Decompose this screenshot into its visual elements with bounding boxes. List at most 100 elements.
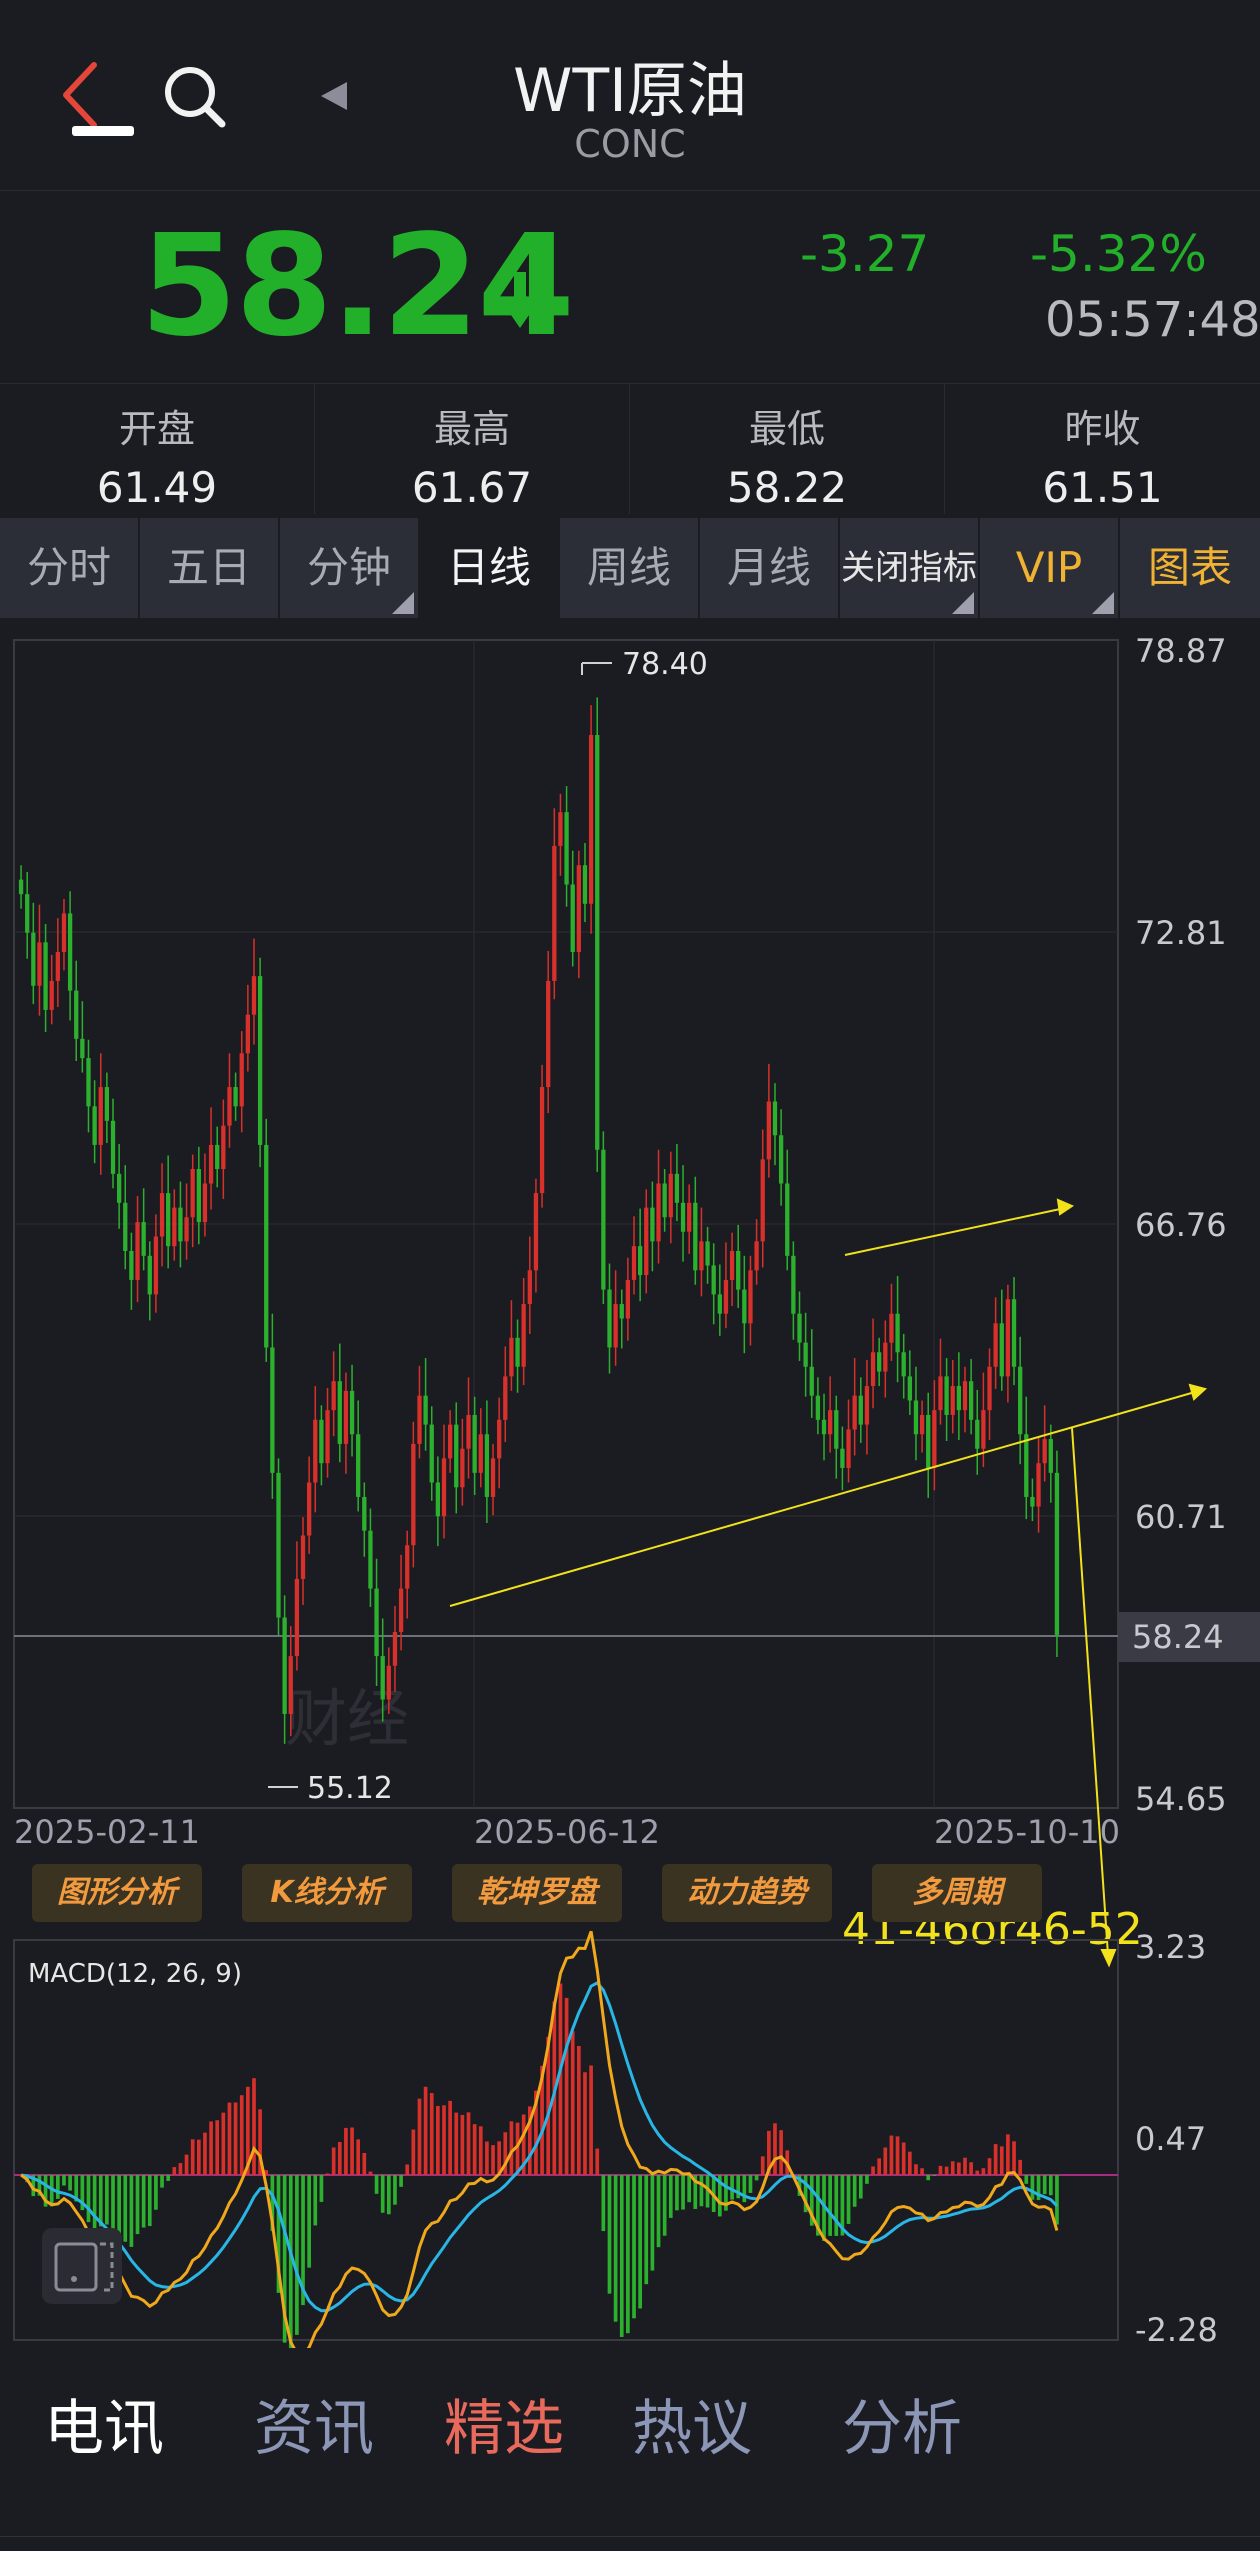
multi-period-button[interactable]: 多周期	[872, 1864, 1042, 1922]
macd-bar	[993, 2144, 998, 2175]
macd-bar	[270, 2175, 275, 2232]
macd-bar	[123, 2175, 128, 2242]
tab-timeshare[interactable]: 分时	[0, 518, 140, 618]
candle-body	[503, 1376, 508, 1420]
macd-bar	[724, 2175, 728, 2211]
nav-flash-news[interactable]: 电讯	[44, 2394, 164, 2464]
macd-bar	[963, 2157, 967, 2175]
candle-body	[1048, 1439, 1053, 1473]
macd-bar	[454, 2112, 459, 2175]
macd-bar	[86, 2175, 91, 2223]
candle-body	[435, 1482, 441, 1517]
macd-bar	[926, 2175, 931, 2181]
candle-body	[74, 990, 79, 1039]
tab-vip[interactable]: VIP	[980, 518, 1120, 618]
candle-body	[588, 735, 594, 904]
candle-body	[821, 1419, 827, 1435]
macd-bar	[92, 2175, 97, 2234]
macd-bar	[307, 2175, 311, 2268]
tab-minute[interactable]: 分钟	[280, 518, 420, 618]
candle-body	[337, 1381, 342, 1444]
macd-bar	[466, 2112, 471, 2175]
nav-analysis[interactable]: 分析	[842, 2394, 962, 2464]
y-tick: 78.87	[1135, 632, 1227, 670]
macd-dif-line	[20, 1930, 1059, 2348]
tab-monthly[interactable]: 月线	[700, 518, 840, 618]
candle-body	[766, 1101, 771, 1160]
macd-bar	[429, 2093, 434, 2175]
momentum-trend-button[interactable]: 动力趋势	[662, 1864, 832, 1922]
candle-body	[901, 1352, 906, 1377]
macd-bar	[239, 2095, 244, 2175]
candle-body	[944, 1376, 949, 1415]
macd-bar	[111, 2175, 115, 2230]
candle-body	[282, 1617, 287, 1714]
nav-news[interactable]: 资讯	[254, 2394, 374, 2464]
macd-bar	[809, 2175, 814, 2226]
candle-body	[349, 1390, 355, 1435]
search-icon[interactable]	[160, 62, 230, 132]
candle-body	[515, 1337, 520, 1367]
graphic-analysis-button[interactable]: 图形分析	[32, 1864, 202, 1922]
macd-bar	[399, 2175, 403, 2187]
candle-body	[846, 1429, 851, 1469]
macd-bar	[999, 2146, 1004, 2175]
tab-daily[interactable]: 日线	[420, 518, 560, 618]
back-icon[interactable]	[50, 55, 110, 135]
candle-body	[221, 1125, 226, 1170]
macd-bar	[699, 2175, 704, 2207]
candle-body	[907, 1376, 912, 1401]
macd-bar	[938, 2165, 943, 2175]
tab-weekly[interactable]: 周线	[560, 518, 700, 618]
candle-body	[472, 1414, 477, 1473]
candle-body	[558, 812, 563, 846]
macd-bar	[215, 2120, 220, 2175]
macd-bar	[558, 1983, 563, 2175]
tab-chart[interactable]: 图表	[1120, 518, 1260, 618]
candle-body	[999, 1323, 1004, 1377]
tab-close-indicator[interactable]: 关闭指标	[840, 518, 980, 618]
macd-bar	[417, 2098, 422, 2175]
candle-body	[116, 1173, 122, 1203]
compass-button[interactable]: 乾坤罗盘	[452, 1864, 622, 1922]
macd-bar	[227, 2102, 232, 2175]
candle-body	[840, 1448, 845, 1469]
kline-analysis-button[interactable]: K线分析	[242, 1864, 412, 1922]
candle-body	[417, 1395, 422, 1444]
tab-label: 月线	[726, 543, 811, 592]
macd-bar	[1036, 2175, 1041, 2201]
tab-label: VIP	[1015, 543, 1083, 592]
nav-featured[interactable]: 精选	[444, 2394, 564, 2464]
macd-bar	[160, 2175, 164, 2188]
macd-bar	[852, 2175, 857, 2207]
macd-bar	[405, 2164, 410, 2175]
candle-body	[245, 1014, 250, 1054]
period-tabs: 分时 五日 分钟 日线 周线 月线 关闭指标 VIP 图表	[0, 518, 1260, 618]
candle-body	[104, 1087, 110, 1121]
macd-y-tick: 3.23	[1135, 1928, 1206, 1966]
candle-body	[386, 1665, 391, 1700]
previous-instrument-icon[interactable]	[315, 76, 355, 116]
macd-bar	[43, 2175, 48, 2207]
candle-body	[723, 1279, 729, 1314]
macd-bar	[313, 2175, 318, 2226]
kline-chart[interactable]: 58.24 财经 78.40 55.12 41-46or46-52 78.87 …	[0, 618, 1260, 2348]
candle-body	[1024, 1434, 1029, 1497]
candle-body	[778, 1135, 784, 1184]
candle-body	[466, 1414, 471, 1449]
candle-body	[870, 1352, 876, 1387]
candle-body	[405, 1545, 410, 1589]
candle-body	[356, 1434, 361, 1497]
candle-body	[300, 1535, 306, 1579]
candle-body	[227, 1087, 232, 1126]
candle-body	[294, 1578, 300, 1657]
candle-body	[460, 1448, 465, 1488]
tab-five-day[interactable]: 五日	[140, 518, 280, 618]
candle-body	[368, 1530, 373, 1589]
candle-body	[1005, 1299, 1011, 1377]
screenshot-tool-icon[interactable]	[42, 2228, 122, 2304]
x-tick: 2025-02-11	[14, 1813, 200, 1851]
nav-hot-topics[interactable]: 热议	[632, 2394, 752, 2464]
prev-close-stat: 昨收 61.51	[945, 384, 1260, 514]
macd-bar	[583, 2072, 587, 2175]
